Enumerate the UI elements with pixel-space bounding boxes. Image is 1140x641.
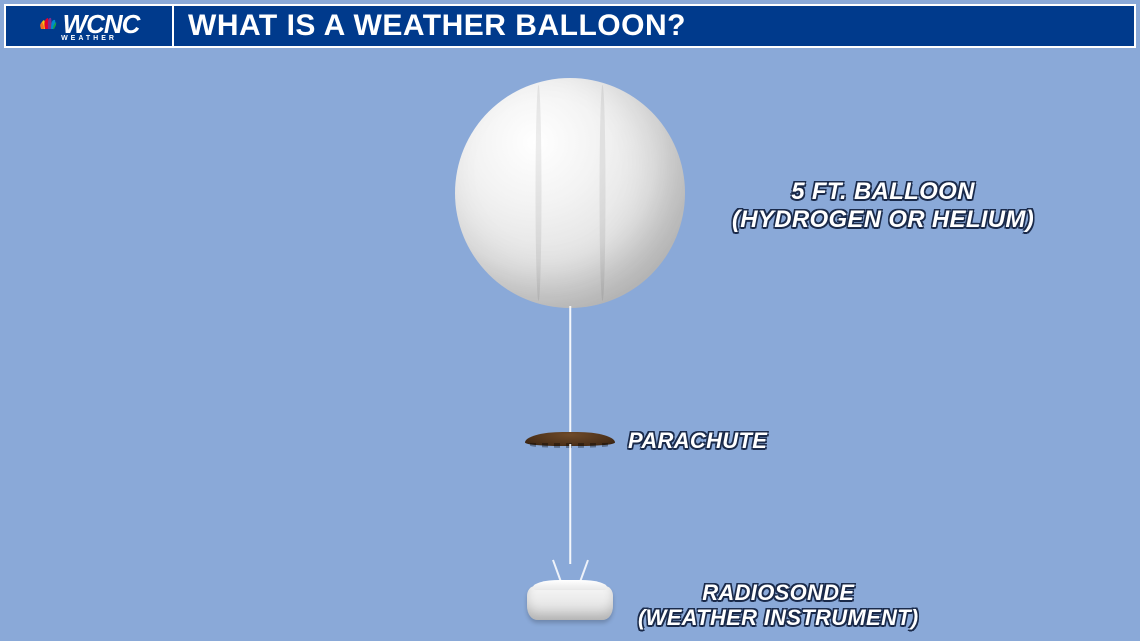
balloon-graphic: [455, 78, 685, 308]
label-radiosonde-line2: (WEATHER INSTRUMENT): [638, 605, 919, 630]
header-bar: WCNC WEATHER WHAT IS A WEATHER BALLOON?: [4, 4, 1136, 48]
radiosonde-graphic: [527, 586, 613, 620]
tether-lower: [569, 444, 571, 564]
label-radiosonde-line1: RADIOSONDE: [638, 580, 919, 605]
label-balloon-line1: 5 FT. BALLOON: [732, 178, 1034, 206]
tether-upper: [569, 306, 571, 436]
slide-title: WHAT IS A WEATHER BALLOON?: [174, 9, 686, 43]
weather-balloon-diagram: 5 FT. BALLOON (HYDROGEN OR HELIUM) PARAC…: [0, 60, 1140, 641]
station-logo: WCNC WEATHER: [6, 6, 174, 46]
label-balloon: 5 FT. BALLOON (HYDROGEN OR HELIUM): [732, 178, 1034, 233]
station-callsign: WCNC: [63, 11, 140, 37]
label-parachute: PARACHUTE: [628, 428, 767, 453]
label-balloon-line2: (HYDROGEN OR HELIUM): [732, 206, 1034, 234]
label-radiosonde: RADIOSONDE (WEATHER INSTRUMENT): [638, 580, 919, 631]
nbc-peacock-icon: [39, 13, 59, 35]
station-subbrand: WEATHER: [61, 35, 117, 42]
